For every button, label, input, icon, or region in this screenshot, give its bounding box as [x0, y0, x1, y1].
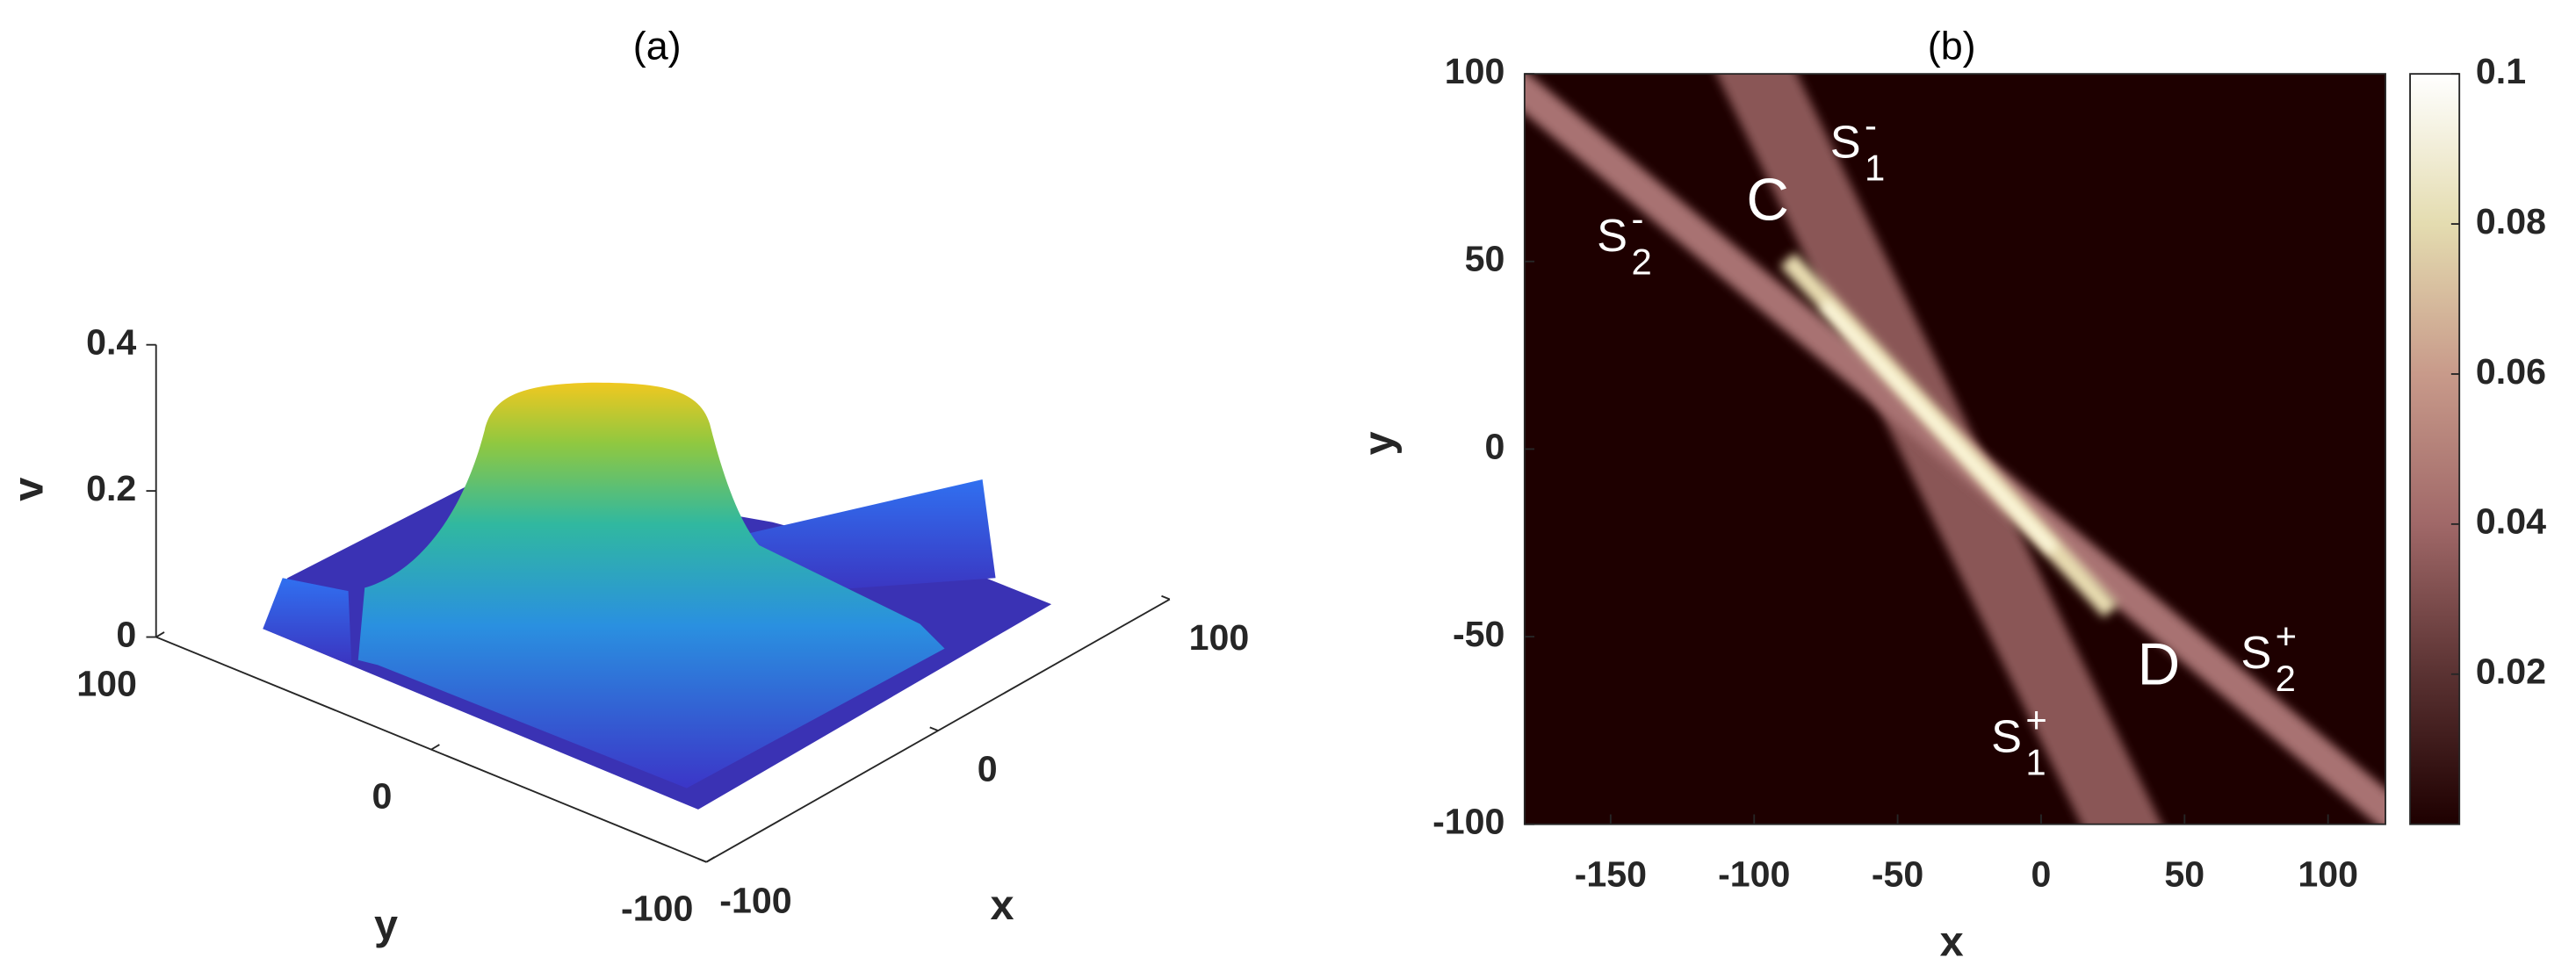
annotation-sup: +: [2025, 699, 2046, 740]
annotation-sub: 1: [2025, 742, 2046, 783]
surface-ridge: [263, 578, 352, 666]
annotation-text: D: [2138, 632, 2181, 698]
x-tick: [1161, 594, 1171, 601]
colorbar-tick-label: 0.1: [2476, 51, 2526, 91]
x-tick-label: 0: [2031, 853, 2052, 894]
colorbar-tick-label: 0.06: [2476, 351, 2546, 392]
x-tick-label: 100: [2298, 853, 2358, 894]
y-tick-label: 0: [372, 776, 392, 817]
y-tick-label: -50: [1453, 614, 1504, 654]
x-label: x: [991, 882, 1014, 929]
annotation-text: S: [1991, 711, 2022, 762]
surface-ridge: [747, 479, 996, 594]
annotation-sup: -: [1631, 198, 1643, 240]
y-tick-label: 100: [1445, 51, 1505, 91]
colorbar-tick-label: 0.04: [2476, 501, 2546, 542]
x-tick-label: -100: [719, 880, 791, 920]
colorbar: [2409, 73, 2461, 825]
y-tick-label: 50: [1465, 239, 1505, 279]
band-core: [1820, 300, 2058, 554]
y-tick-label: 0: [1485, 426, 1505, 466]
y-label: y: [1355, 431, 1403, 455]
panel-b: (b) x y: [1355, 23, 2461, 965]
x-tick-label: -50: [1872, 853, 1923, 894]
x-tick: [697, 858, 707, 863]
x-tick-label: 100: [1189, 617, 1250, 658]
z-label: v: [5, 478, 53, 501]
y-tick: [155, 631, 165, 638]
surface: [263, 382, 1052, 810]
annotation-text: S: [2240, 628, 2271, 679]
x-tick-label: -150: [1575, 853, 1647, 894]
panel-a: (a) v y x: [5, 23, 1014, 948]
x-tick-label: -100: [1718, 853, 1790, 894]
z-tick-label: 0.4: [86, 322, 136, 363]
annotation-text: C: [1746, 168, 1789, 234]
annotation: S +2: [2240, 616, 2297, 700]
annotation-sub: 2: [2276, 658, 2296, 699]
annotation: S -1: [1830, 104, 1886, 189]
y-tick-label: -100: [621, 889, 693, 929]
colorbar-tick-label: 0.08: [2476, 201, 2546, 241]
heatmap-bands: [1524, 74, 2386, 824]
annotation: S +1: [1991, 699, 2047, 783]
z-tick-label: 0: [116, 614, 136, 654]
annotation-sub: 1: [1865, 148, 1885, 189]
annotation-sup: +: [2276, 616, 2297, 657]
title: (b): [1928, 23, 1976, 68]
y-tick-label: 100: [76, 664, 137, 704]
title: (a): [633, 23, 682, 68]
y-tick: [705, 856, 716, 863]
x-label: x: [1940, 918, 1964, 965]
y-tick: [430, 744, 440, 751]
y-label: y: [374, 902, 398, 949]
annotation-sub: 2: [1631, 241, 1651, 282]
annotation: S -2: [1597, 198, 1652, 283]
annotation: C: [1746, 168, 1789, 234]
x-tick-label: 50: [2164, 853, 2204, 894]
annotation-sup: -: [1865, 104, 1877, 146]
x-tick: [929, 726, 939, 731]
surface-hump: [357, 382, 945, 788]
z-tick-label: 0.2: [86, 468, 136, 508]
x-tick-label: 0: [978, 749, 998, 789]
annotation-text: S: [1597, 211, 1627, 262]
colorbar-tick-label: 0.02: [2476, 652, 2546, 692]
y-tick-label: -100: [1432, 802, 1504, 842]
annotation: D: [2138, 632, 2181, 698]
annotation-text: S: [1830, 118, 1861, 169]
